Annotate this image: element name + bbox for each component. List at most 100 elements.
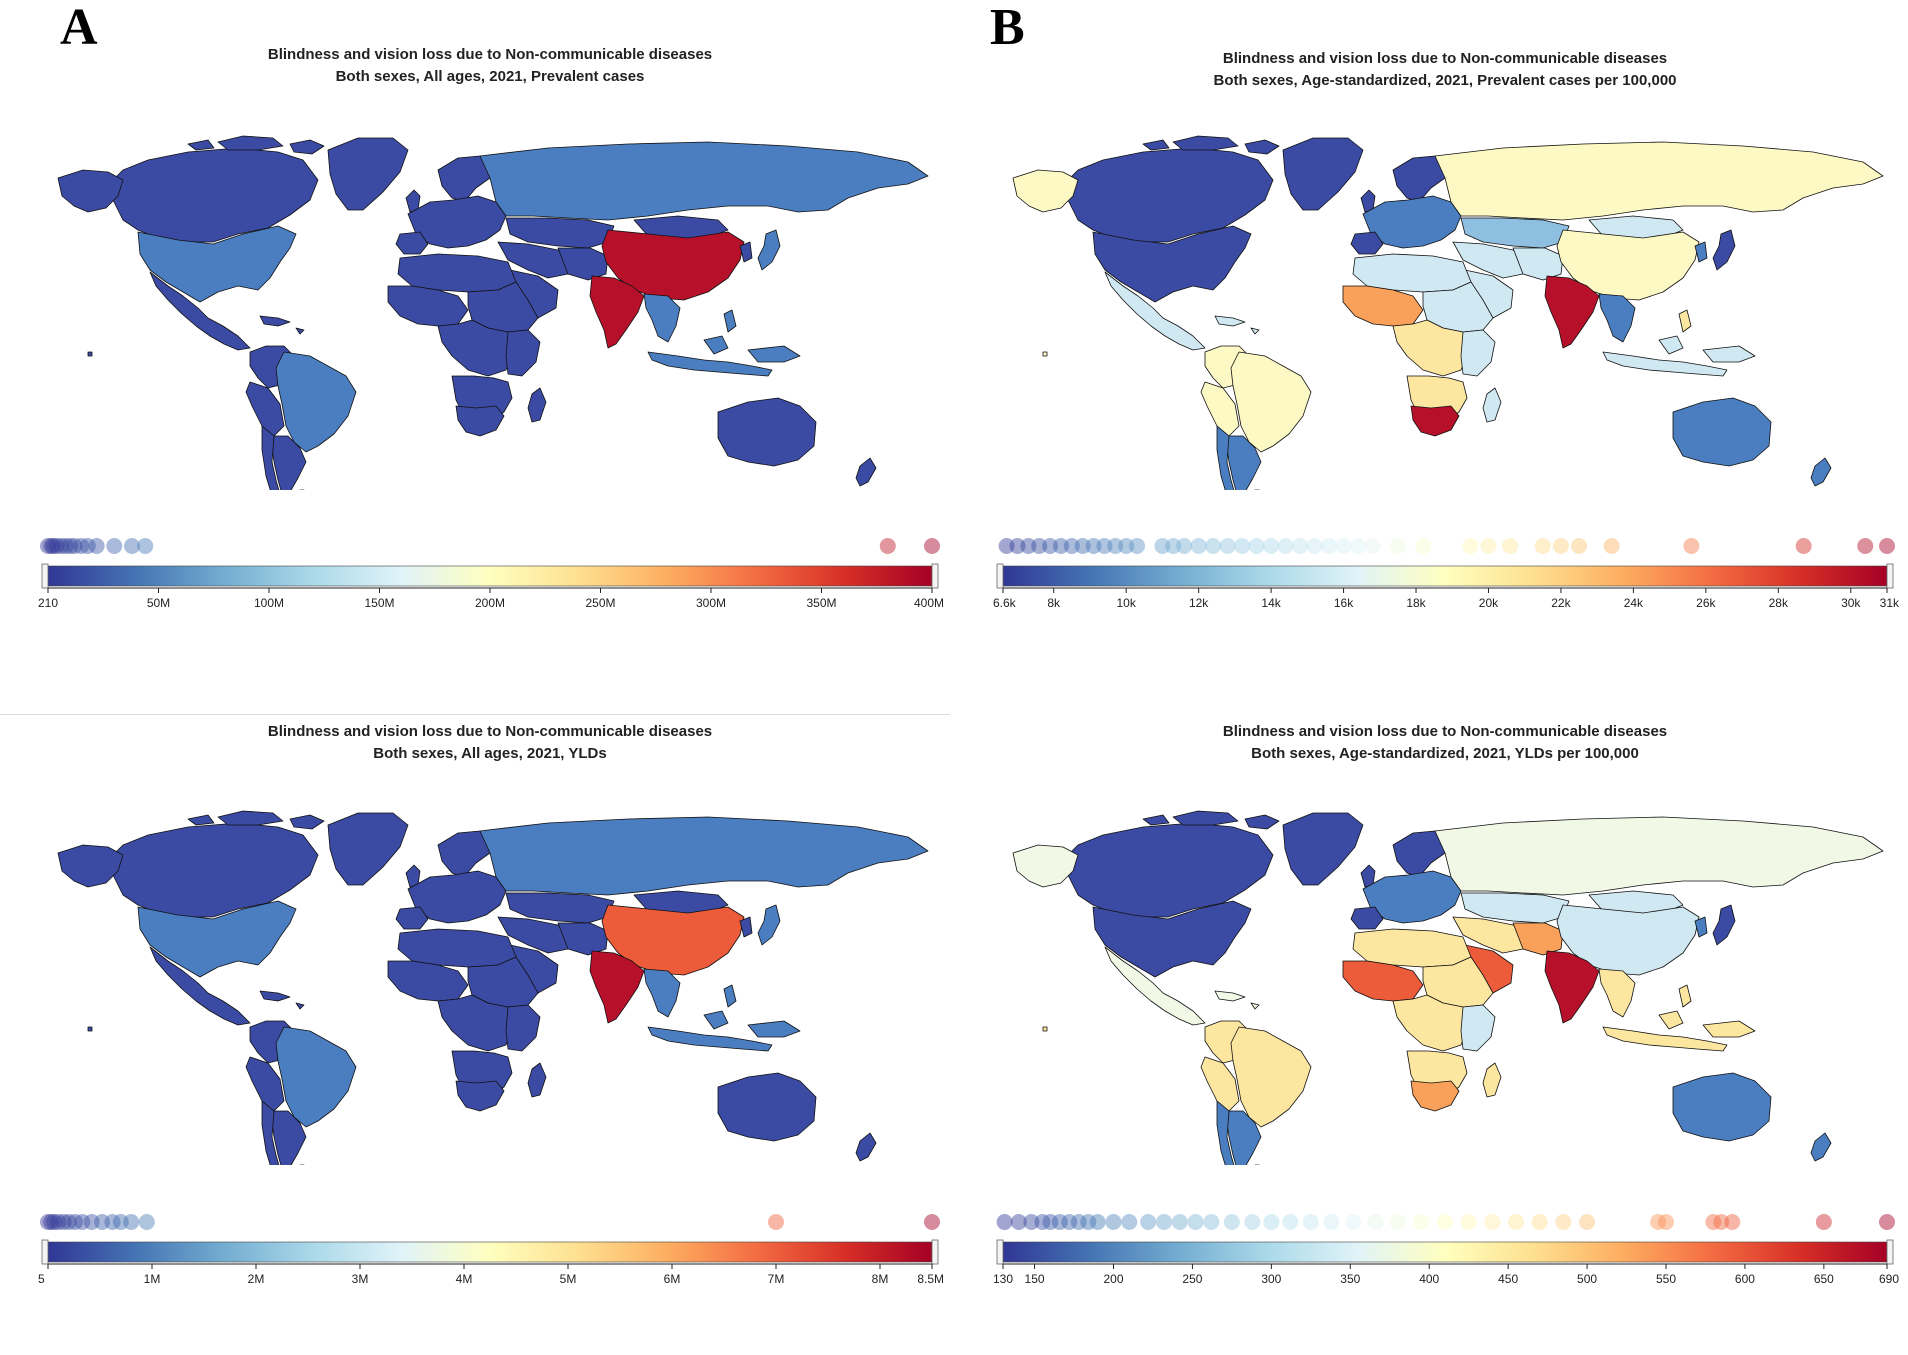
region-china[interactable] <box>1556 904 1700 976</box>
region-indonesia[interactable] <box>1602 1010 1756 1052</box>
region-indonesia[interactable] <box>1602 335 1756 377</box>
region-russia[interactable] <box>1434 816 1884 896</box>
region-brazil[interactable] <box>275 1026 357 1128</box>
region-iran[interactable] <box>1512 922 1564 956</box>
region-russia[interactable] <box>1434 141 1884 221</box>
region-iberia[interactable] <box>1350 231 1384 255</box>
region-scandinavia[interactable] <box>1392 155 1452 203</box>
legend-min-handle[interactable] <box>41 1239 49 1265</box>
region-argentina[interactable] <box>271 1110 307 1165</box>
region-philippines[interactable] <box>1678 309 1692 333</box>
region-australia[interactable] <box>1672 1072 1772 1142</box>
region-australia[interactable] <box>1672 397 1772 467</box>
region-brazil[interactable] <box>1230 351 1312 453</box>
region-uk[interactable] <box>405 189 421 213</box>
region-europe[interactable] <box>407 195 507 249</box>
region-korea[interactable] <box>1694 241 1708 263</box>
region-brazil[interactable] <box>1230 1026 1312 1128</box>
region-philippines[interactable] <box>1678 984 1692 1008</box>
region-iran[interactable] <box>557 922 609 956</box>
region-alaska[interactable] <box>1012 844 1079 888</box>
choropleth-map[interactable] <box>983 805 1903 1165</box>
region-argentina[interactable] <box>1226 1110 1262 1165</box>
region-mexico[interactable] <box>149 271 251 351</box>
choropleth-map[interactable] <box>28 130 948 490</box>
region-scandinavia[interactable] <box>437 830 497 878</box>
region-caribbean[interactable] <box>259 990 305 1010</box>
region-china[interactable] <box>601 904 745 976</box>
legend-max-handle[interactable] <box>1886 1239 1894 1265</box>
region-japan[interactable] <box>1712 229 1736 271</box>
legend-min-handle[interactable] <box>41 563 49 589</box>
region-argentina[interactable] <box>1226 435 1262 490</box>
region-scandinavia[interactable] <box>437 155 497 203</box>
region-tiny[interactable] <box>1042 1026 1260 1165</box>
region-iberia[interactable] <box>395 906 429 930</box>
region-seasia[interactable] <box>643 968 681 1018</box>
region-nz[interactable] <box>1810 457 1832 487</box>
region-caribbean[interactable] <box>1214 315 1260 335</box>
region-mexico[interactable] <box>149 946 251 1026</box>
legend-max-handle[interactable] <box>931 563 939 589</box>
region-nz[interactable] <box>855 457 877 487</box>
region-caribbean[interactable] <box>1214 990 1260 1010</box>
region-south-africa[interactable] <box>1410 1080 1460 1112</box>
region-india[interactable] <box>1544 950 1600 1024</box>
region-iberia[interactable] <box>1350 906 1384 930</box>
region-iberia[interactable] <box>395 231 429 255</box>
region-uk[interactable] <box>1360 864 1376 888</box>
region-south-africa[interactable] <box>455 1080 505 1112</box>
region-south-africa[interactable] <box>455 405 505 437</box>
region-japan[interactable] <box>1712 904 1736 946</box>
region-kazakhstan[interactable] <box>505 217 615 249</box>
region-china[interactable] <box>1556 229 1700 301</box>
region-usa[interactable] <box>1092 225 1252 303</box>
region-chile[interactable] <box>261 1100 280 1165</box>
region-uk[interactable] <box>1360 189 1376 213</box>
region-india[interactable] <box>1544 275 1600 349</box>
color-legend[interactable]: 210 50M 100M 150M 200M 250M 300M 350M 400M <box>30 532 950 612</box>
region-tiny[interactable] <box>87 351 305 490</box>
region-east-africa[interactable] <box>505 1004 541 1052</box>
region-east-africa[interactable] <box>505 329 541 377</box>
region-japan[interactable] <box>757 229 781 271</box>
region-east-africa[interactable] <box>1460 329 1496 377</box>
region-china[interactable] <box>601 229 745 301</box>
region-india[interactable] <box>589 950 645 1024</box>
region-seasia[interactable] <box>643 293 681 343</box>
region-madagascar[interactable] <box>1482 387 1502 423</box>
region-usa[interactable] <box>137 900 297 978</box>
region-europe[interactable] <box>1362 870 1462 924</box>
region-australia[interactable] <box>717 1072 817 1142</box>
legend-min-handle[interactable] <box>996 1239 1004 1265</box>
region-east-africa[interactable] <box>1460 1004 1496 1052</box>
color-legend[interactable]: 6.6k 8k 10k 12k 14k 16k 18k 20k 22k 24k 26k 28k 30k 3… <box>985 532 1905 612</box>
legend-max-handle[interactable] <box>1886 563 1894 589</box>
legend-max-handle[interactable] <box>931 1239 939 1265</box>
region-greenland[interactable] <box>1282 137 1364 211</box>
region-philippines[interactable] <box>723 309 737 333</box>
region-uk[interactable] <box>405 864 421 888</box>
region-greenland[interactable] <box>327 812 409 886</box>
region-india[interactable] <box>589 275 645 349</box>
region-indonesia[interactable] <box>647 335 801 377</box>
region-nz[interactable] <box>1810 1132 1832 1162</box>
region-australia[interactable] <box>717 397 817 467</box>
color-legend[interactable]: 130 150 200 250 300 350 400 450 500 550 600 650 690 <box>985 1208 1905 1288</box>
region-europe[interactable] <box>407 870 507 924</box>
legend-min-handle[interactable] <box>996 563 1004 589</box>
region-alaska[interactable] <box>1012 169 1079 213</box>
region-russia[interactable] <box>479 816 929 896</box>
region-scandinavia[interactable] <box>1392 830 1452 878</box>
region-chile[interactable] <box>1216 1100 1235 1165</box>
region-caribbean[interactable] <box>259 315 305 335</box>
region-indonesia[interactable] <box>647 1010 801 1052</box>
region-chile[interactable] <box>1216 425 1235 490</box>
choropleth-map[interactable] <box>28 805 948 1165</box>
region-madagascar[interactable] <box>527 1062 547 1098</box>
region-seasia[interactable] <box>1598 968 1636 1018</box>
region-south-africa[interactable] <box>1410 405 1460 437</box>
region-alaska[interactable] <box>57 844 124 888</box>
region-iran[interactable] <box>1512 247 1564 281</box>
region-alaska[interactable] <box>57 169 124 213</box>
